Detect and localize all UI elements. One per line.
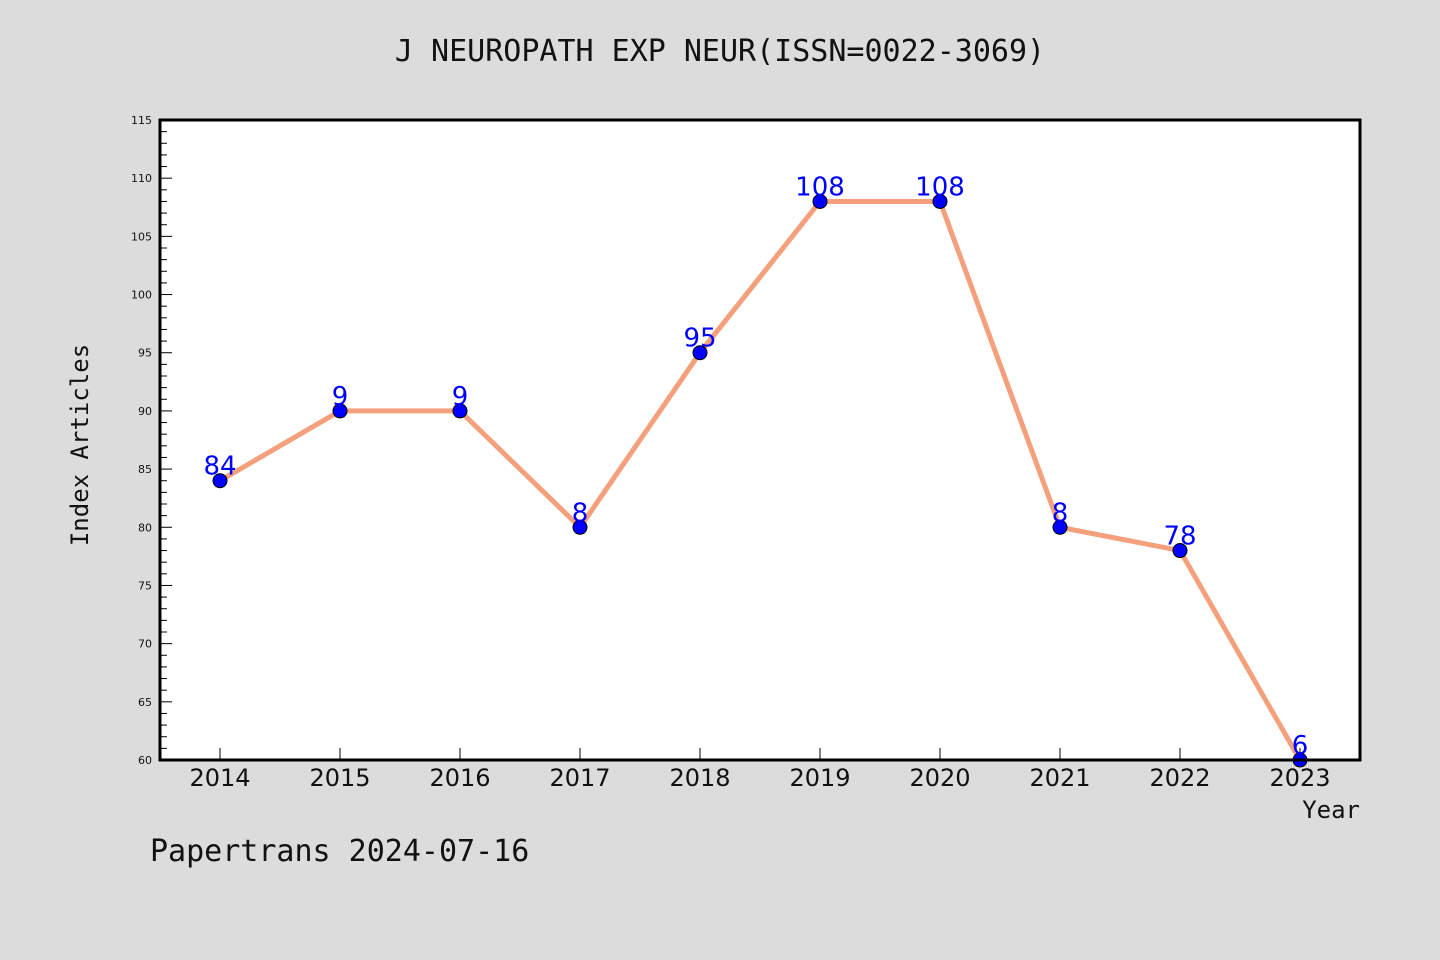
data-label: 8 bbox=[572, 498, 589, 528]
data-point bbox=[932, 193, 948, 209]
y-tick-label: 80 bbox=[138, 521, 152, 534]
x-tick-label: 2023 bbox=[1269, 764, 1330, 792]
y-tick-label: 85 bbox=[138, 463, 152, 476]
x-tick-label: 2016 bbox=[429, 764, 490, 792]
y-tick-label: 60 bbox=[138, 754, 152, 767]
data-point bbox=[332, 403, 348, 419]
x-tick-label: 2020 bbox=[909, 764, 970, 792]
data-point bbox=[452, 403, 468, 419]
data-label: 84 bbox=[203, 452, 236, 482]
data-point bbox=[572, 519, 588, 535]
data-markers bbox=[212, 193, 1308, 768]
x-tick-label: 2021 bbox=[1029, 764, 1090, 792]
data-label: 108 bbox=[795, 172, 845, 202]
y-tick-label: 105 bbox=[131, 230, 152, 243]
chart-title: J NEUROPATH EXP NEUR(ISSN=0022-3069) bbox=[394, 34, 1046, 69]
data-label: 95 bbox=[683, 324, 716, 354]
data-point bbox=[692, 345, 708, 361]
data-label: 9 bbox=[452, 382, 469, 412]
y-tick-label: 110 bbox=[131, 172, 152, 185]
data-labels: 84 9 9 8 95 108 108 8 78 6 bbox=[203, 172, 1308, 761]
y-tick-label: 95 bbox=[138, 347, 152, 360]
data-label: 6 bbox=[1292, 731, 1309, 761]
data-point bbox=[212, 473, 228, 489]
data-label: 8 bbox=[1052, 498, 1069, 528]
x-tick-label: 2015 bbox=[309, 764, 370, 792]
plot-area bbox=[160, 120, 1360, 760]
x-tick-label: 2014 bbox=[189, 764, 250, 792]
x-tick-label: 2019 bbox=[789, 764, 850, 792]
y-tick-label: 115 bbox=[131, 114, 152, 127]
data-point bbox=[1172, 543, 1188, 559]
data-label: 78 bbox=[1163, 522, 1196, 552]
y-tick-label: 100 bbox=[131, 289, 152, 302]
data-label: 108 bbox=[915, 172, 965, 202]
x-axis-label: Year bbox=[1302, 796, 1360, 824]
data-label: 9 bbox=[332, 382, 349, 412]
x-tick-label: 2022 bbox=[1149, 764, 1210, 792]
data-point bbox=[1052, 519, 1068, 535]
plot-frame bbox=[158, 118, 1362, 762]
data-point bbox=[812, 193, 828, 209]
y-tick-label: 75 bbox=[138, 579, 152, 592]
axis-tick-labels: 60 65 70 75 80 85 90 95 100 105 110 115 2014 2015 2016… bbox=[131, 114, 1331, 792]
x-tick-label: 2018 bbox=[669, 764, 730, 792]
y-tick-label: 65 bbox=[138, 696, 152, 709]
y-tick-label: 70 bbox=[138, 638, 152, 651]
x-tick-label: 2017 bbox=[549, 764, 610, 792]
footer-stamp: Papertrans 2024-07-16 bbox=[150, 834, 530, 869]
series-line bbox=[218, 198, 1303, 762]
y-tick-label: 90 bbox=[138, 405, 152, 418]
